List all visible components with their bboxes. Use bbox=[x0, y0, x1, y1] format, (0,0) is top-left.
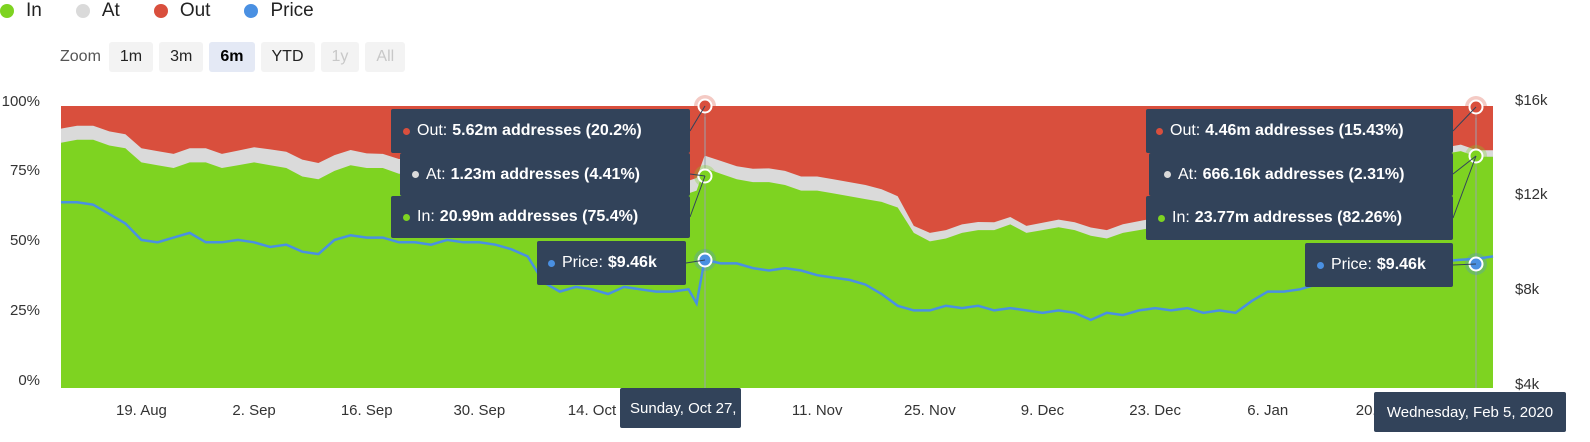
tooltip-dot-price bbox=[548, 259, 555, 267]
tooltip-connector bbox=[685, 259, 706, 264]
tooltip-value-out: 4.46m addresses (15.43%) bbox=[1205, 122, 1404, 139]
x-tick-label: 11. Nov bbox=[792, 402, 843, 419]
tooltip-connector bbox=[689, 175, 706, 218]
tooltip-connector bbox=[1452, 106, 1477, 132]
legend-label-price: Price bbox=[270, 0, 314, 21]
x-tick-label: 16. Sep bbox=[341, 402, 393, 419]
tooltip-connector bbox=[1452, 263, 1477, 266]
tooltip-value-in: 23.77m addresses (82.26%) bbox=[1194, 209, 1403, 226]
tooltip-value-at: 1.23m addresses (4.41%) bbox=[450, 165, 641, 183]
tooltip-connector bbox=[1452, 155, 1477, 219]
x-tick-label: 6. Jan bbox=[1247, 402, 1288, 419]
tooltip-date-feb-5: Wednesday, Feb 5, 2020 bbox=[1374, 392, 1566, 432]
x-tick-label: 30. Sep bbox=[453, 402, 505, 419]
tooltip-dot-in bbox=[1158, 214, 1165, 222]
y-right-tick-label: $16k bbox=[1515, 92, 1548, 109]
zoom-button-1y: 1y bbox=[320, 42, 360, 72]
tooltip-text-in: In: bbox=[417, 208, 435, 225]
y-left-tick-label: 100% bbox=[2, 93, 40, 110]
tooltip-at-oct-27: At: 1.23m addresses (4.41%) bbox=[400, 153, 690, 196]
tooltip-connector bbox=[1452, 155, 1477, 175]
y-axis-left: 0% 25% 50% 75% 100% bbox=[2, 93, 40, 389]
legend-item-in[interactable]: In bbox=[0, 0, 42, 22]
tooltip-price-oct-27: Price: $9.46k bbox=[537, 241, 686, 285]
tooltip-value-at: 666.16k addresses (2.31%) bbox=[1202, 165, 1405, 183]
legend-label-out: Out bbox=[179, 0, 211, 21]
tooltip-connector bbox=[689, 105, 706, 132]
tooltip-text-out: Out: bbox=[1170, 122, 1201, 139]
tooltip-dot-price bbox=[1317, 261, 1324, 269]
x-tick-label: 2. Sep bbox=[232, 402, 275, 419]
tooltip-dot-at bbox=[412, 171, 419, 178]
tooltip-price-feb-5: Price: $9.46k bbox=[1305, 243, 1453, 287]
y-right-tick-label: $4k bbox=[1515, 376, 1540, 393]
tooltip-text-out: Out: bbox=[417, 122, 448, 139]
tooltip-text-at: At: bbox=[426, 165, 446, 183]
legend-dot-price bbox=[244, 4, 259, 18]
tooltip-date-oct-27: Sunday, Oct 27, 2019 bbox=[620, 388, 741, 428]
legend-dot-out bbox=[153, 4, 168, 18]
x-tick-label: 25. Nov bbox=[904, 402, 956, 419]
tooltip-in-feb-5: In: 23.77m addresses (82.26%) bbox=[1146, 196, 1453, 240]
hover-markers bbox=[685, 95, 1487, 275]
zoom-button-3m[interactable]: 3m bbox=[159, 42, 204, 72]
tooltip-text-in: In: bbox=[1172, 209, 1190, 226]
legend-dot-at bbox=[75, 4, 90, 18]
x-tick-label: 23. Dec bbox=[1129, 402, 1181, 419]
y-axis-right: $4k $8k $12k $16k bbox=[1515, 92, 1548, 393]
tooltip-in-oct-27: In: 20.99m addresses (75.4%) bbox=[391, 196, 690, 238]
tooltip-text-at: At: bbox=[1178, 165, 1198, 183]
tooltip-dot-in bbox=[403, 213, 410, 221]
y-right-tick-label: $8k bbox=[1515, 281, 1540, 298]
tooltip-value-price: $9.46k bbox=[607, 254, 657, 271]
legend-item-at[interactable]: At bbox=[75, 0, 120, 22]
zoom-button-all: All bbox=[365, 42, 406, 72]
zoom-label: Zoom bbox=[60, 48, 101, 65]
x-tick-label: 19. Aug bbox=[116, 402, 167, 419]
chart-legend: In At Out Price bbox=[0, 0, 348, 22]
y-left-tick-label: 75% bbox=[10, 162, 40, 179]
zoom-button-6m[interactable]: 6m bbox=[209, 42, 255, 72]
zoom-controls: Zoom 1m 3m 6m YTD 1y All bbox=[60, 42, 411, 72]
tooltip-date-text: Wednesday, Feb 5, 2020 bbox=[1386, 403, 1554, 421]
tooltip-value-price: $9.46k bbox=[1376, 256, 1426, 273]
y-left-tick-label: 50% bbox=[10, 232, 40, 249]
zoom-button-1m[interactable]: 1m bbox=[108, 42, 154, 72]
tooltip-text-price: Price: bbox=[562, 254, 603, 271]
tooltip-dot-at bbox=[1164, 171, 1171, 178]
legend-label-at: At bbox=[101, 0, 120, 21]
tooltip-out-feb-5: Out: 4.46m addresses (15.43%) bbox=[1146, 109, 1453, 153]
x-tick-label: 9. Dec bbox=[1021, 402, 1065, 419]
tooltip-text-price: Price: bbox=[1331, 256, 1372, 273]
tooltip-value-out: 5.62m addresses (20.2%) bbox=[452, 122, 642, 139]
y-left-tick-label: 25% bbox=[10, 302, 40, 319]
x-tick-label: 14. Oct bbox=[568, 402, 617, 419]
price-line bbox=[61, 201, 1494, 322]
tooltip-date-text: Sunday, Oct 27, 2019 bbox=[630, 399, 741, 417]
tooltip-dot-out bbox=[403, 127, 410, 135]
legend-item-price[interactable]: Price bbox=[244, 0, 314, 22]
legend-item-out[interactable]: Out bbox=[153, 0, 211, 22]
tooltip-value-in: 20.99m addresses (75.4%) bbox=[439, 208, 639, 225]
tooltip-at-feb-5: At: 666.16k addresses (2.31%) bbox=[1149, 153, 1453, 196]
y-left-tick-label: 0% bbox=[18, 372, 40, 389]
y-right-tick-label: $12k bbox=[1515, 186, 1548, 203]
tooltip-connector bbox=[689, 173, 706, 177]
zoom-button-ytd[interactable]: YTD bbox=[260, 42, 315, 72]
legend-dot-in bbox=[0, 4, 14, 18]
legend-label-in: In bbox=[26, 0, 42, 21]
tooltip-out-oct-27: Out: 5.62m addresses (20.2%) bbox=[391, 109, 690, 153]
tooltip-dot-out bbox=[1156, 127, 1163, 135]
